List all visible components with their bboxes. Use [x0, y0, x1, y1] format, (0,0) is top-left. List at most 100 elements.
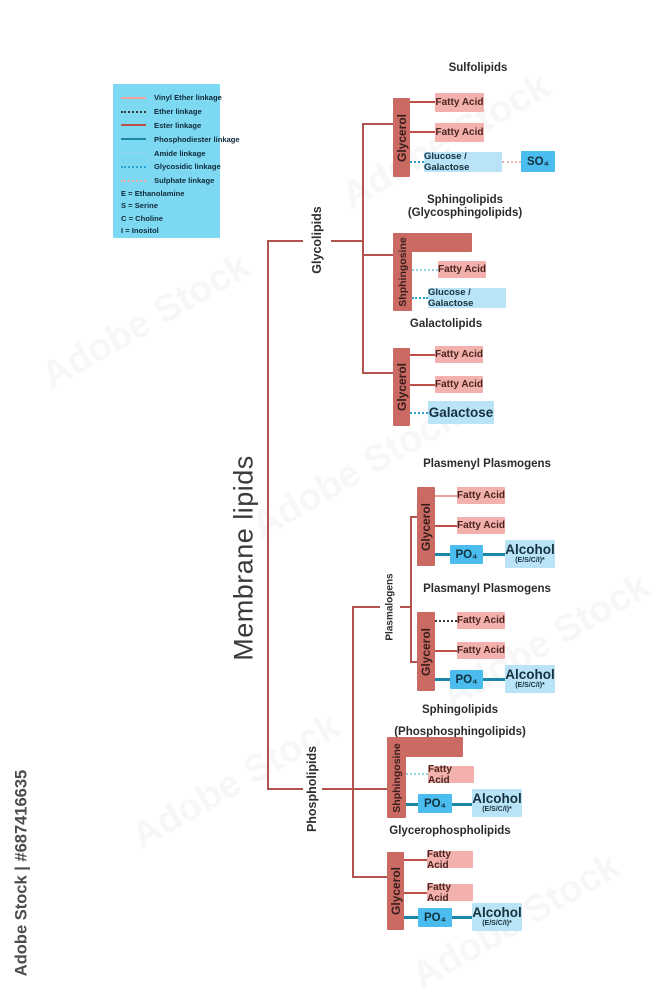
group-title: Galactolipids: [409, 318, 483, 330]
fatty-acid-box: Fatty Acid: [457, 642, 505, 659]
tree-line-sulfolipids: [362, 123, 393, 125]
tree-line-phosphosphingolipids: [352, 788, 388, 790]
linkage-line-ether: [435, 620, 457, 622]
linkage-line-phosphodiester: [404, 916, 418, 919]
legend-item-amide: Amide linkage: [121, 146, 214, 160]
linkage-line-phosphodiester: [435, 678, 450, 681]
linkage-line-ester: [435, 525, 457, 527]
group-title: Glycerophospholipids: [389, 825, 511, 837]
group-title: Sphingolipids (Phosphosphingolipids): [380, 699, 540, 743]
legend-item-ester: Ester linkage: [121, 119, 214, 133]
linkage-line-amide: [406, 773, 428, 775]
tree-line-galactolipids: [362, 372, 393, 374]
legend-label: Ester linkage: [154, 120, 202, 130]
fatty-acid-label: Fatty Acid: [427, 881, 451, 904]
alcohol-box: Alcohol (E/S/C/I)*: [505, 665, 555, 693]
branch-label-plasmalogens: Plasmalogens: [384, 573, 396, 641]
fatty-acid-box: Fatty Acid: [435, 123, 484, 142]
glycosidic-line-sample: [121, 165, 146, 168]
legend-abbrev-inositol: I = Inositol: [121, 226, 159, 236]
watermark-id-text: Adobe Stock | #687416635: [12, 769, 31, 977]
backbone-box-glycerol: Glycerol: [417, 487, 435, 566]
sugar-box: Glucose / Galactose: [424, 151, 502, 173]
alcohol-label: Alcohol: [505, 542, 555, 557]
tree-line-plasmanyl: [410, 661, 418, 663]
group-title: Plasmanyl Plasmogens: [423, 583, 551, 595]
backbone-label: Shphingosine: [390, 742, 403, 813]
tree-line-trunk: [267, 240, 269, 790]
branch-label-phospholipids: Phospholipids: [305, 745, 319, 833]
sugar-label: Glucose / Galactose: [424, 151, 470, 173]
legend-label: Vinyl Ether linkage: [154, 93, 222, 103]
legend-abbrev-serine: S = Serine: [121, 201, 158, 211]
phosphate-box: PO₄: [450, 545, 483, 564]
alcohol-box: Alcohol (E/S/C/I)*: [472, 903, 522, 931]
linkage-line-ester: [435, 650, 457, 652]
phosphate-box: PO₄: [450, 670, 483, 689]
linkage-line-amide: [412, 269, 438, 271]
fatty-acid-label: Fatty Acid: [438, 264, 486, 275]
amide-line-sample: [121, 152, 146, 155]
tree-line-glycolipids: [267, 240, 303, 242]
tree-line-glycosphingolipids: [362, 254, 393, 256]
ether-line-sample: [121, 110, 146, 113]
fatty-acid-box: Fatty Acid: [435, 93, 484, 112]
linkage-line-phosphodiester: [452, 803, 472, 806]
sugar-label: Galactose: [428, 405, 494, 420]
legend-label: Ether linkage: [154, 107, 202, 117]
fatty-acid-label: Fatty Acid: [435, 97, 484, 108]
ester-line-sample: [121, 124, 146, 127]
tree-line-phospholipids-spine: [352, 606, 354, 878]
backbone-label: Glycerol: [394, 362, 409, 412]
fatty-acid-box: Fatty Acid: [438, 261, 486, 278]
backbone-box-glycerol: Glycerol: [393, 98, 410, 177]
group-title-line2: (Phosphosphingolipids): [394, 726, 526, 738]
sulfate-label: SO₄: [526, 155, 550, 168]
fatty-acid-box: Fatty Acid: [435, 346, 483, 363]
backbone-label: Glycerol: [419, 627, 433, 676]
fatty-acid-label: Fatty Acid: [435, 349, 483, 360]
backbone-label: Shphingosine: [396, 237, 409, 307]
tree-line-glycerophospholipids: [352, 876, 388, 878]
linkage-line-ester: [410, 354, 435, 356]
fatty-acid-label: Fatty Acid: [457, 615, 505, 626]
alcohol-label: Alcohol: [472, 905, 522, 920]
legend-item-glycosidic: Glycosidic linkage: [121, 160, 221, 174]
alcohol-note: (E/S/C/I)*: [515, 682, 545, 689]
fatty-acid-box: Fatty Acid: [428, 763, 474, 786]
group-title-line1: Sphingolipids: [421, 704, 499, 716]
fatty-acid-label: Fatty Acid: [435, 127, 484, 138]
linkage-line-ester: [404, 859, 427, 861]
group-title: Sulfolipids: [448, 62, 508, 74]
phosphate-label: PO₄: [455, 548, 478, 561]
tree-line-glycolipids: [331, 240, 363, 242]
alcohol-label: Alcohol: [505, 667, 555, 682]
fatty-acid-box: Fatty Acid: [427, 881, 473, 904]
group-title: Plasmenyl Plasmogens: [423, 458, 551, 470]
fatty-acid-label: Fatty Acid: [428, 763, 452, 786]
linkage-line-phosphodiester: [452, 916, 472, 919]
phosphate-box: PO₄: [418, 794, 452, 813]
tree-line-phospholipids: [322, 788, 353, 790]
fatty-acid-label: Fatty Acid: [457, 490, 505, 501]
linkage-line-glycosidic: [410, 161, 424, 163]
fatty-acid-box: Fatty Acid: [457, 517, 505, 534]
group-title-line1: Sphingolipids: [426, 194, 504, 206]
linkage-line-ester: [410, 384, 435, 386]
phosphate-label: PO₄: [423, 911, 447, 924]
fatty-acid-box: Fatty Acid: [457, 612, 505, 629]
backbone-box-sphingosine: Shphingosine: [393, 233, 412, 311]
fatty-acid-label: Fatty Acid: [427, 848, 451, 871]
legend-label: Phosphodiester linkage: [154, 134, 240, 144]
tree-line-glycolipids-spine: [362, 123, 364, 374]
backbone-box-glycerol: Glycerol: [417, 612, 435, 691]
legend-item-phosphodiester: Phosphodiester linkage: [121, 132, 240, 146]
linkage-line-phosphodiester: [483, 553, 505, 556]
fatty-acid-label: Fatty Acid: [457, 520, 505, 531]
phosphodiester-line-sample: [121, 138, 146, 141]
group-title: Sphingolipids (Glycosphingolipids): [385, 194, 545, 220]
adobe-stock-watermark: Adobe Stock: [34, 244, 257, 398]
legend-item-vinyl-ether: Vinyl Ether linkage: [121, 91, 222, 105]
legend-label: Amide linkage: [154, 148, 206, 158]
